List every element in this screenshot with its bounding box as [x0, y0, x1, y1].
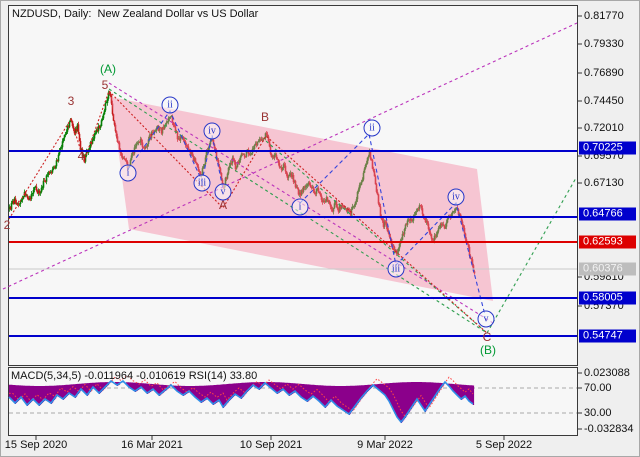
time-scale-label: 16 Mar 2021	[121, 439, 183, 451]
wave-marker-circled: i	[291, 198, 309, 216]
time-scale-label: 10 Sep 2021	[239, 439, 303, 451]
price-level-badge: 0.64766	[579, 207, 636, 221]
rsi-line	[8, 379, 474, 424]
wave-marker-label: A	[218, 198, 228, 212]
wave-marker-circled: ii	[363, 119, 381, 137]
price-scale-tick: 0.74450	[584, 95, 624, 107]
price-level-badge: 0.58005	[579, 291, 636, 305]
price-scale-tick: 0.79330	[584, 38, 624, 50]
wave-B-to-C-green	[265, 140, 488, 334]
wave-marker-label: 3	[67, 94, 75, 108]
wave-marker-label: 5	[101, 78, 109, 92]
wave-marker-circled: iii	[387, 260, 405, 278]
wave-marker-circled: iii	[193, 174, 211, 192]
chart-title: NZDUSD, Daily: New Zealand Dollar vs US …	[12, 8, 259, 20]
wave-marker-circled: ii	[161, 96, 179, 114]
indicator-scale-tick: 70.00	[584, 382, 612, 394]
wave-count-path-red	[8, 89, 488, 334]
price-scale-tick: 0.81770	[584, 10, 624, 22]
indicator-scale-tick: -0.032834	[584, 423, 634, 435]
wave-marker-circled: v	[214, 183, 232, 201]
wave-marker-label: 4	[77, 149, 85, 163]
price-level-badge: 0.60376	[579, 262, 636, 276]
wave-marker-label: (B)	[480, 343, 496, 357]
time-scale-label: 15 Sep 2020	[4, 439, 68, 451]
wave-marker-circled: i	[119, 164, 137, 182]
price-scale-tick: 0.67130	[584, 177, 624, 189]
indicator-label: MACD(5,34,5) -0.011964 -0.010619 RSI(14)…	[11, 370, 258, 382]
price-level-badge: 0.54747	[579, 329, 636, 343]
time-scale-label: 5 Sep 2022	[475, 439, 533, 451]
wave-marker-circled: iv	[203, 122, 221, 140]
wave-marker-label: 2	[3, 218, 11, 232]
wave-marker-circled: v	[477, 310, 495, 328]
wave-marker-circled: iv	[447, 188, 465, 206]
wave-marker-label: (A)	[100, 62, 116, 76]
wave-marker-label: B	[260, 110, 270, 124]
price-level-badge: 0.62593	[579, 235, 636, 249]
time-scale-label: 9 Mar 2022	[357, 439, 413, 451]
price-scale-tick: 0.76890	[584, 67, 624, 79]
macd-signal-line	[8, 374, 474, 418]
indicator-scale-tick: 30.00	[584, 407, 612, 419]
price-level-badge: 0.70225	[579, 141, 636, 155]
price-scale-tick: 0.72010	[584, 122, 624, 134]
indicator-scale-tick: 0.023088	[584, 367, 630, 379]
wave-marker-label: C	[482, 330, 492, 344]
